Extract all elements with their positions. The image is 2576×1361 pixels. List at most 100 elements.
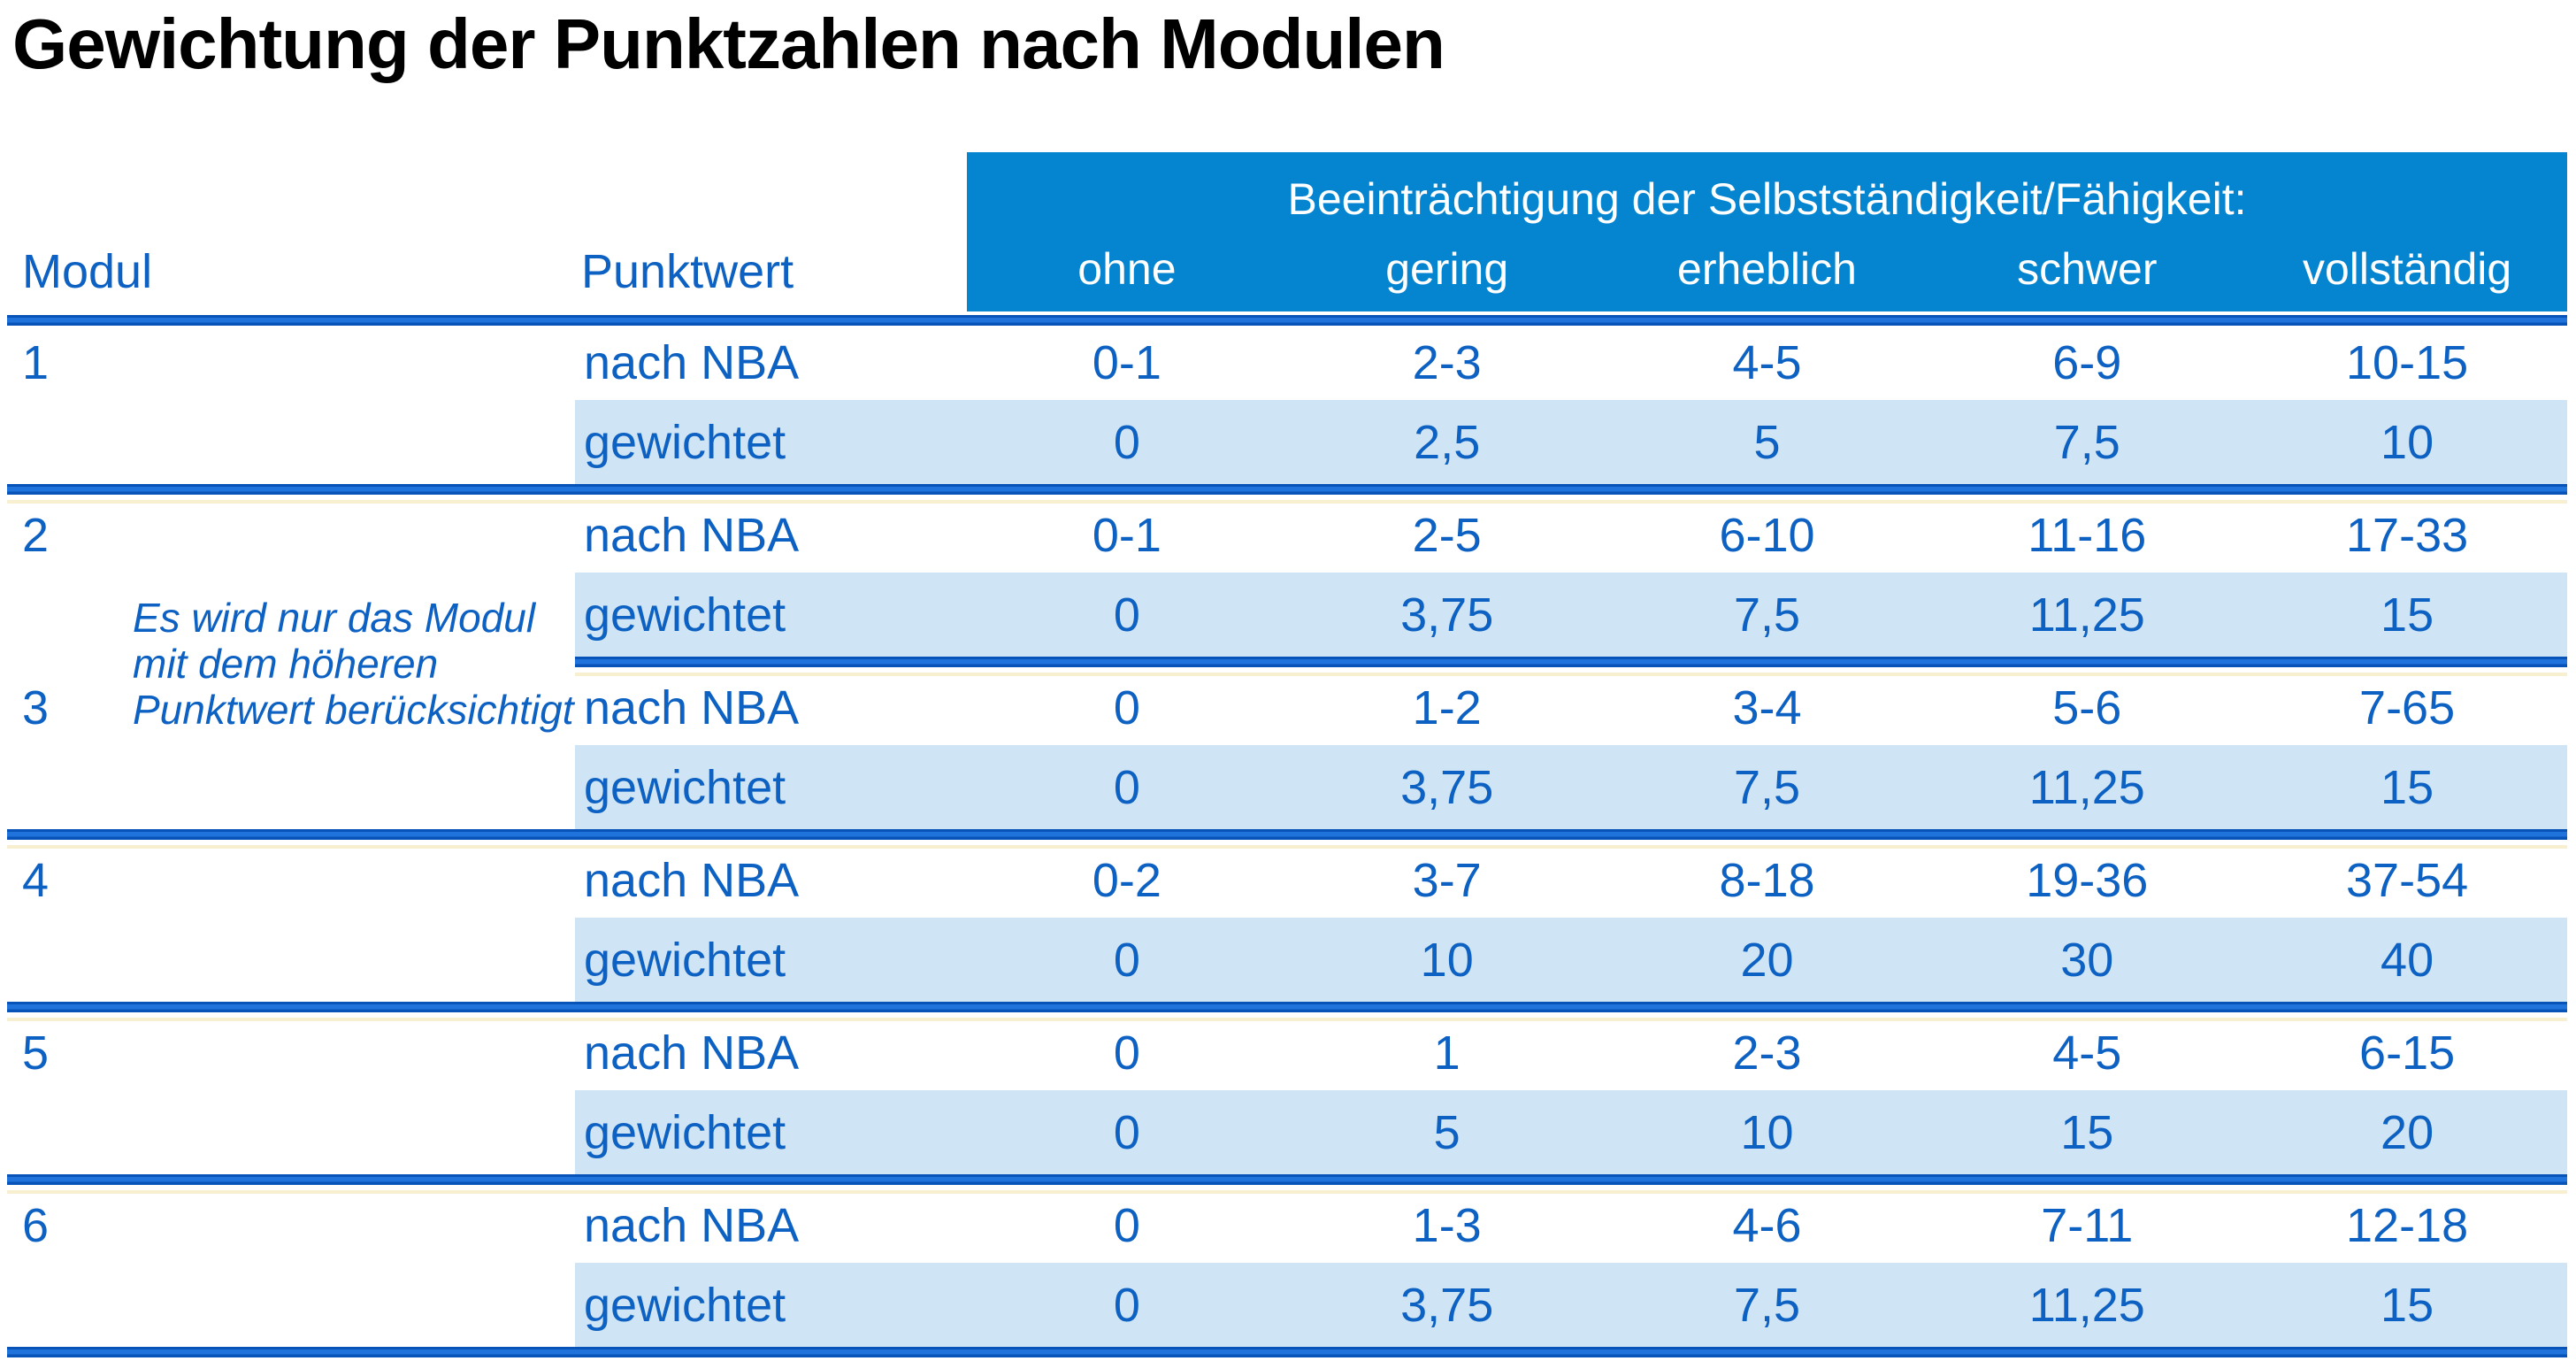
value-cell: 10-15 xyxy=(2346,336,2469,389)
cream-line xyxy=(7,845,2567,849)
value-cell: 0 xyxy=(1113,681,1140,734)
value-cell: 0 xyxy=(1113,760,1140,814)
cream-line xyxy=(7,1018,2567,1021)
table-bottom-rule xyxy=(7,1347,2567,1357)
value-cell: 3,75 xyxy=(1400,588,1494,642)
value-cell: 10 xyxy=(2380,415,2434,469)
value-cell: 0 xyxy=(1113,933,1140,987)
value-cell: 5-6 xyxy=(2052,681,2122,734)
value-cell: 4-6 xyxy=(1732,1199,1802,1252)
value-cell: 1-3 xyxy=(1412,1199,1482,1252)
module-number: 1 xyxy=(22,336,50,389)
weighted-values: 0 10 20 30 40 xyxy=(967,918,2567,1002)
value-cell: 7,5 xyxy=(1733,760,1801,814)
value-cell: 2,5 xyxy=(1414,415,1481,469)
weighted-values: 0 3,75 7,5 11,25 15 xyxy=(967,745,2567,829)
value-cell: 30 xyxy=(2060,933,2114,987)
weighted-values: 0 5 10 15 20 xyxy=(967,1090,2567,1174)
module-2-3-note: Es wird nur das Modul mit dem höheren Pu… xyxy=(133,595,628,733)
value-cell: 6-9 xyxy=(2052,336,2122,389)
module-number: 6 xyxy=(22,1199,50,1252)
value-cell: 0 xyxy=(1113,1199,1140,1252)
module-5-weighted-row: gewichtet 0 5 10 15 20 xyxy=(575,1090,2567,1174)
value-cell: 3,75 xyxy=(1400,760,1494,814)
value-cell: 2-3 xyxy=(1732,1027,1802,1080)
value-cell: 20 xyxy=(1740,933,1794,987)
value-cell: 20 xyxy=(2380,1105,2434,1159)
weighted-values: 0 2,5 5 7,5 10 xyxy=(967,400,2567,484)
column-header-punktwert: Punktwert xyxy=(581,245,794,298)
value-cell: 7,5 xyxy=(1733,1278,1801,1332)
value-cell: 19-36 xyxy=(2026,854,2149,907)
value-cell: 15 xyxy=(2380,1278,2434,1332)
nba-values: 0 1-2 3-4 5-6 7-65 xyxy=(967,671,2567,745)
module-6-nba-row: 6 nach NBA 0 1-3 4-6 7-11 12-18 xyxy=(0,1188,2567,1263)
value-cell: 6-15 xyxy=(2359,1027,2456,1080)
value-cell: 6-10 xyxy=(1719,509,1815,562)
value-cell: 15 xyxy=(2380,588,2434,642)
value-cell: 8-18 xyxy=(1719,854,1815,907)
value-cell: 0 xyxy=(1113,588,1140,642)
value-cell: 0-2 xyxy=(1092,854,1162,907)
value-cell: 4-5 xyxy=(2052,1027,2122,1080)
level-header-gering: gering xyxy=(1385,244,1509,294)
level-header-schwer: schwer xyxy=(2017,244,2158,294)
value-cell: 0 xyxy=(1113,1278,1140,1332)
module-3-weighted-row: gewichtet 0 3,75 7,5 11,25 15 xyxy=(575,745,2567,829)
row-label-weighted: gewichtet xyxy=(584,933,786,987)
module-2-nba-row: 2 nach NBA 0-1 2-5 6-10 11-16 17-33 xyxy=(0,498,2567,573)
value-cell: 12-18 xyxy=(2346,1199,2469,1252)
cream-line xyxy=(575,673,2567,676)
row-label-nba: nach NBA xyxy=(584,1027,800,1080)
value-cell: 3,75 xyxy=(1400,1278,1494,1332)
module-number: 5 xyxy=(22,1027,50,1080)
module-1-nba-row: 1 nach NBA 0-1 2-3 4-5 6-9 10-15 xyxy=(0,326,2567,400)
row-label-nba: nach NBA xyxy=(584,509,800,562)
level-header-erheblich: erheblich xyxy=(1677,244,1857,294)
module-6-weighted-row: gewichtet 0 3,75 7,5 11,25 15 xyxy=(575,1263,2567,1347)
nba-values: 0-1 2-5 6-10 11-16 17-33 xyxy=(967,498,2567,573)
value-cell: 3-7 xyxy=(1412,854,1482,907)
column-header-modul: Modul xyxy=(22,245,153,298)
value-cell: 0-1 xyxy=(1092,509,1162,562)
page-title: Gewichtung der Punktzahlen nach Modulen xyxy=(12,4,1445,83)
row-label-weighted: gewichtet xyxy=(584,415,786,469)
note-line: Es wird nur das Modul xyxy=(133,595,536,641)
value-cell: 0-1 xyxy=(1092,336,1162,389)
value-cell: 10 xyxy=(1420,933,1474,987)
value-cell: 17-33 xyxy=(2346,509,2469,562)
module-separator-partial xyxy=(575,657,2567,667)
row-label-weighted: gewichtet xyxy=(584,760,786,814)
row-label-nba: nach NBA xyxy=(584,681,800,734)
row-label-nba: nach NBA xyxy=(584,336,800,389)
header-rule xyxy=(7,315,2567,326)
value-cell: 4-5 xyxy=(1732,336,1802,389)
module-5-nba-row: 5 nach NBA 0 1 2-3 4-5 6-15 xyxy=(0,1016,2567,1090)
module-4-nba-row: 4 nach NBA 0-2 3-7 8-18 19-36 37-54 xyxy=(0,843,2567,918)
module-separator xyxy=(7,1174,2567,1185)
row-label-weighted: gewichtet xyxy=(584,1105,786,1159)
module-1-weighted-row: gewichtet 0 2,5 5 7,5 10 xyxy=(575,400,2567,484)
value-cell: 7-65 xyxy=(2359,681,2456,734)
value-cell: 11,25 xyxy=(2028,1278,2145,1332)
note-line: mit dem höheren xyxy=(133,641,439,687)
impairment-header-title: Beeinträchtigung der Selbstständigkeit/F… xyxy=(1287,174,2247,224)
module-4-weighted-row: gewichtet 0 10 20 30 40 xyxy=(575,918,2567,1002)
row-label-nba: nach NBA xyxy=(584,854,800,907)
value-cell: 15 xyxy=(2380,760,2434,814)
cream-line xyxy=(7,500,2567,504)
nba-values: 0-1 2-3 4-5 6-9 10-15 xyxy=(967,326,2567,400)
value-cell: 0 xyxy=(1113,1027,1140,1080)
level-header-ohne: ohne xyxy=(1077,244,1177,294)
cream-line xyxy=(7,1190,2567,1194)
module-2-weighted-row: gewichtet 0 3,75 7,5 11,25 15 xyxy=(575,573,2567,657)
row-label-weighted: gewichtet xyxy=(584,1278,786,1332)
nba-values: 0 1-3 4-6 7-11 12-18 xyxy=(967,1188,2567,1263)
value-cell: 7,5 xyxy=(1733,588,1801,642)
value-cell: 1-2 xyxy=(1412,681,1482,734)
value-cell: 2-3 xyxy=(1412,336,1482,389)
value-cell: 37-54 xyxy=(2346,854,2469,907)
weighted-values: 0 3,75 7,5 11,25 15 xyxy=(967,1263,2567,1347)
value-cell: 10 xyxy=(1740,1105,1794,1159)
level-header-vollstaendig: vollständig xyxy=(2302,244,2512,294)
